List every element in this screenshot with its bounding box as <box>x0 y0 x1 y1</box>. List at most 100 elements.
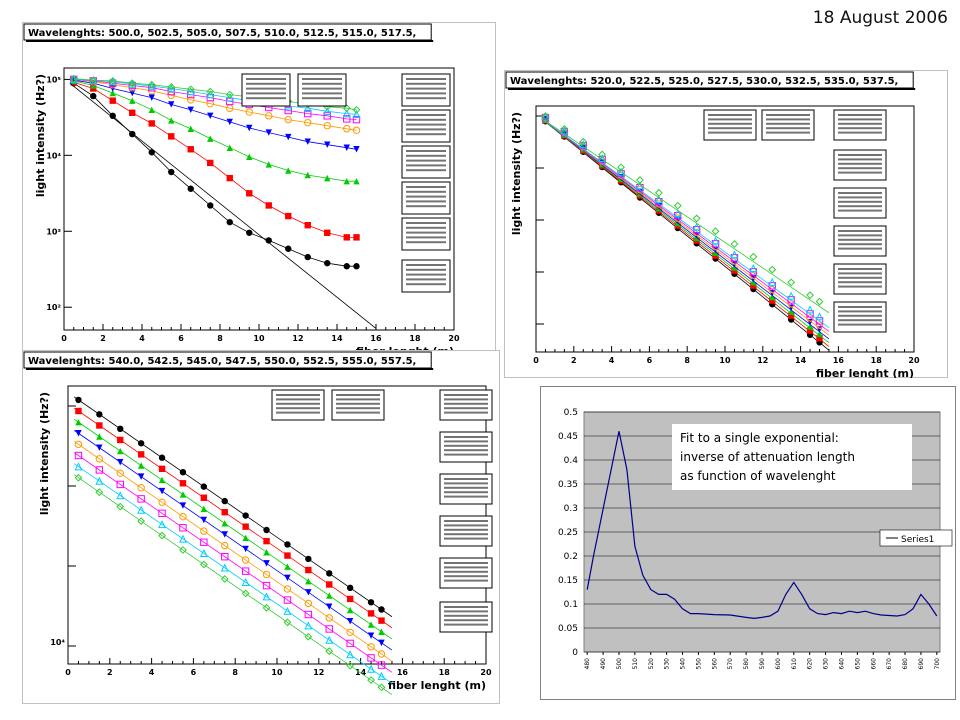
data-point <box>285 212 292 220</box>
data-point <box>187 96 195 104</box>
stat-box-line <box>838 268 882 270</box>
attenuation-chart: 0 0.05 0.1 0.15 0.2 0.25 0.3 0.35 0.4 0.45 0.5 480 4… <box>540 386 956 700</box>
data-point <box>692 222 701 231</box>
x-tick-label: 680 <box>902 658 909 670</box>
data-point <box>816 330 823 337</box>
data-point <box>137 495 145 503</box>
stat-box-line <box>444 562 488 564</box>
fit-line-black <box>69 82 377 329</box>
data-point <box>692 214 701 223</box>
data-point <box>226 174 233 182</box>
data-point <box>109 89 116 97</box>
fit-line <box>74 430 393 651</box>
stat-box-line <box>406 114 446 116</box>
stat-box-line <box>276 407 320 410</box>
data-point <box>241 577 250 586</box>
x-tick-label: 10 <box>719 356 731 365</box>
data-point <box>284 541 291 548</box>
data-point <box>148 120 155 127</box>
stat-box-line <box>444 610 488 613</box>
data-point <box>129 109 136 117</box>
data-point <box>378 617 385 624</box>
data-point <box>367 676 375 685</box>
stat-box-line <box>444 444 488 447</box>
stat-box-line <box>336 402 380 405</box>
x-tick-label: 510 <box>632 658 639 670</box>
x-tick-label: 500 <box>616 658 623 670</box>
stat-box-3 <box>439 431 493 463</box>
data-point <box>158 498 166 506</box>
data-point <box>324 141 331 148</box>
data-point <box>750 282 757 289</box>
x-tick-label: 2 <box>571 356 577 365</box>
data-point <box>326 570 333 577</box>
stat-box-7 <box>401 259 451 293</box>
stat-box-line <box>406 78 446 80</box>
data-point <box>221 531 228 538</box>
data-point <box>148 94 155 101</box>
stat-box-line <box>444 482 488 485</box>
data-point <box>200 538 208 546</box>
series-2 <box>74 418 393 640</box>
stat-box-line <box>246 97 286 100</box>
x-tick-label: 6 <box>647 356 653 365</box>
data-point <box>768 277 777 286</box>
data-point <box>636 176 644 184</box>
data-point <box>815 297 824 306</box>
data-point <box>109 85 116 92</box>
annotation-line: as function of wavelenght <box>680 469 836 483</box>
x-tick-label: 620 <box>807 658 814 670</box>
plot-panel-540-557: Wavelenghts: 540.0, 542.5, 545.0, 547.5,… <box>22 350 500 704</box>
stat-box-4 <box>439 473 493 505</box>
data-point <box>117 458 124 466</box>
data-point <box>560 124 569 133</box>
data-point <box>815 321 824 329</box>
data-point <box>806 305 815 314</box>
data-point <box>108 77 117 85</box>
x-axis-label: fiber lenght (m) <box>388 679 486 692</box>
data-point <box>265 129 272 136</box>
data-point <box>179 480 187 487</box>
stat-box-2 <box>401 73 451 107</box>
data-point <box>325 635 334 644</box>
stat-box-1 <box>331 389 385 421</box>
x-tick-label: 14 <box>331 334 343 343</box>
x-tick-label: 580 <box>743 658 750 670</box>
data-point <box>304 632 313 641</box>
series-7 <box>541 112 830 314</box>
data-point <box>353 234 360 241</box>
x-tick-label: 6 <box>191 668 197 677</box>
stat-box-line <box>838 158 882 161</box>
stat-box-line <box>246 87 286 90</box>
data-point <box>326 592 333 599</box>
data-point <box>377 661 386 669</box>
stat-box-line <box>838 238 882 241</box>
stat-box-line <box>838 192 882 194</box>
fit-curve <box>73 79 357 131</box>
fit-line <box>541 118 830 336</box>
data-point <box>95 488 104 497</box>
data-point <box>541 112 550 120</box>
stat-box-7 <box>439 601 493 633</box>
stat-box-line <box>444 619 488 622</box>
data-point <box>263 560 270 567</box>
stat-box-line <box>406 97 446 100</box>
data-point <box>378 639 385 647</box>
data-point <box>116 502 125 511</box>
data-point <box>200 505 208 513</box>
data-point <box>353 177 360 185</box>
stat-box-line <box>444 566 488 569</box>
stat-box-line <box>406 222 446 224</box>
stat-box-line <box>302 92 342 95</box>
stat-box-5 <box>401 181 451 215</box>
data-point <box>117 447 124 455</box>
data-point <box>343 263 350 270</box>
stat-box-line <box>838 127 882 130</box>
x-tick-label: 0 <box>61 334 67 343</box>
stat-box-line <box>444 575 488 578</box>
series-6 <box>541 112 830 329</box>
x-tick-label: 550 <box>695 658 702 670</box>
data-point <box>787 308 795 315</box>
stat-box-line <box>406 264 446 266</box>
attenuation-chart-panel: 0 0.05 0.1 0.15 0.2 0.25 0.3 0.35 0.4 0.45 0.5 480 4… <box>540 386 956 700</box>
